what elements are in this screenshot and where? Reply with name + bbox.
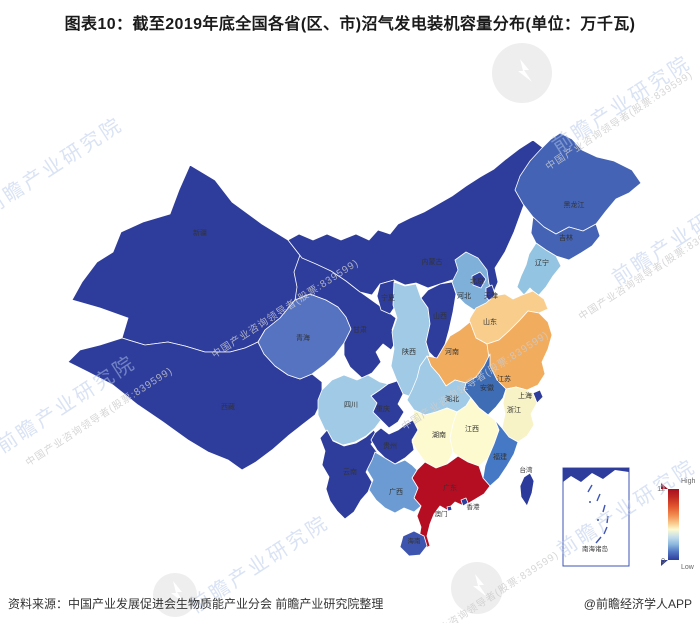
label-fujian: 福建	[493, 452, 507, 461]
inset-island-dot	[597, 519, 599, 521]
province-layer	[67, 132, 642, 557]
label-qinghai: 青海	[296, 333, 310, 342]
legend-max-value: 12	[657, 486, 665, 493]
inset-label: 南海诸岛	[582, 544, 608, 553]
label-guangxi: 广西	[389, 487, 403, 496]
legend: 12 High 0 Low	[657, 478, 695, 571]
label-jilin: 吉林	[559, 233, 573, 242]
label-shaanxi: 陕西	[402, 347, 416, 356]
province-guangdong[interactable]	[411, 455, 491, 550]
chart-title: 图表10：截至2019年底全国各省(区、市)沼气发电装机容量分布(单位：万千瓦)	[64, 16, 636, 33]
label-yunnan: 云南	[343, 467, 357, 476]
region-hongkong[interactable]	[460, 497, 469, 507]
south-china-sea-inset: 南海诸岛	[562, 467, 630, 567]
label-macau: 澳门	[435, 509, 448, 518]
province-chongqing[interactable]	[370, 380, 405, 429]
credit-note: @前瞻经济学人APP	[583, 597, 692, 611]
inset-island-dot	[589, 501, 591, 503]
legend-high-label: High	[681, 478, 696, 485]
legend-colorbar	[668, 489, 679, 560]
label-tianjin: 天津	[484, 292, 498, 300]
label-gansu: 甘肃	[353, 325, 367, 334]
label-heilongjiang: 黑龙江	[564, 200, 585, 209]
label-anhui: 安徽	[480, 383, 494, 392]
label-zhejiang: 浙江	[507, 405, 521, 414]
source-note: 资料来源：中国产业发展促进会生物质能产业分会 前瞻产业研究院整理	[8, 597, 384, 611]
province-fujian[interactable]	[482, 419, 519, 487]
label-shandong: 山东	[483, 317, 497, 326]
label-jiangsu: 江苏	[497, 374, 511, 383]
inset-frame	[562, 467, 630, 567]
label-neimenggu: 内蒙古	[422, 257, 443, 266]
legend-low-label: Low	[681, 564, 695, 571]
label-hubei: 湖北	[445, 394, 459, 403]
label-beijing: 北京	[470, 276, 484, 285]
legend-min-marker	[661, 560, 668, 566]
province-shanxi[interactable]	[420, 281, 457, 361]
label-xinjiang: 新疆	[193, 228, 207, 237]
label-shanghai: 上海	[518, 391, 532, 400]
label-taiwan: 台湾	[520, 465, 534, 474]
label-ningxia: 宁夏	[381, 293, 395, 302]
province-hainan[interactable]	[399, 530, 428, 557]
label-jiangxi: 江西	[465, 425, 479, 433]
label-guizhou: 贵州	[383, 441, 397, 450]
province-taiwan[interactable]	[519, 472, 535, 507]
region-macau[interactable]	[446, 505, 453, 512]
label-hainan: 海南	[408, 536, 422, 545]
legend-max-marker	[661, 483, 668, 489]
label-hebei: 河北	[457, 292, 471, 300]
province-yunnan[interactable]	[319, 429, 378, 520]
province-guizhou[interactable]	[370, 419, 419, 465]
province-labels: 新疆 西藏 青海 甘肃 内蒙古 宁夏 陕西 山西 四川 重庆 云南 贵州 黑龙江…	[193, 200, 585, 545]
label-shanxi: 山西	[433, 311, 447, 320]
label-liaoning: 辽宁	[535, 258, 549, 267]
label-hongkong: 香港	[467, 502, 481, 511]
province-beijing[interactable]	[471, 271, 487, 289]
province-xinjiang[interactable]	[71, 164, 303, 353]
province-gansu[interactable]	[293, 254, 398, 379]
label-hunan: 湖南	[432, 430, 446, 439]
inset-nine-dash-line	[587, 484, 609, 544]
label-chongqing: 重庆	[376, 404, 390, 413]
legend-min-value: 0	[661, 558, 665, 565]
label-xizang: 西藏	[221, 402, 235, 411]
province-hunan[interactable]	[411, 407, 458, 469]
inset-coastline	[563, 468, 629, 482]
label-guangdong: 广东	[443, 483, 457, 492]
province-zhejiang[interactable]	[501, 386, 538, 443]
label-henan: 河南	[445, 347, 459, 356]
label-sichuan: 四川	[344, 401, 358, 409]
province-xizang[interactable]	[67, 337, 323, 471]
province-guangxi[interactable]	[366, 451, 422, 514]
